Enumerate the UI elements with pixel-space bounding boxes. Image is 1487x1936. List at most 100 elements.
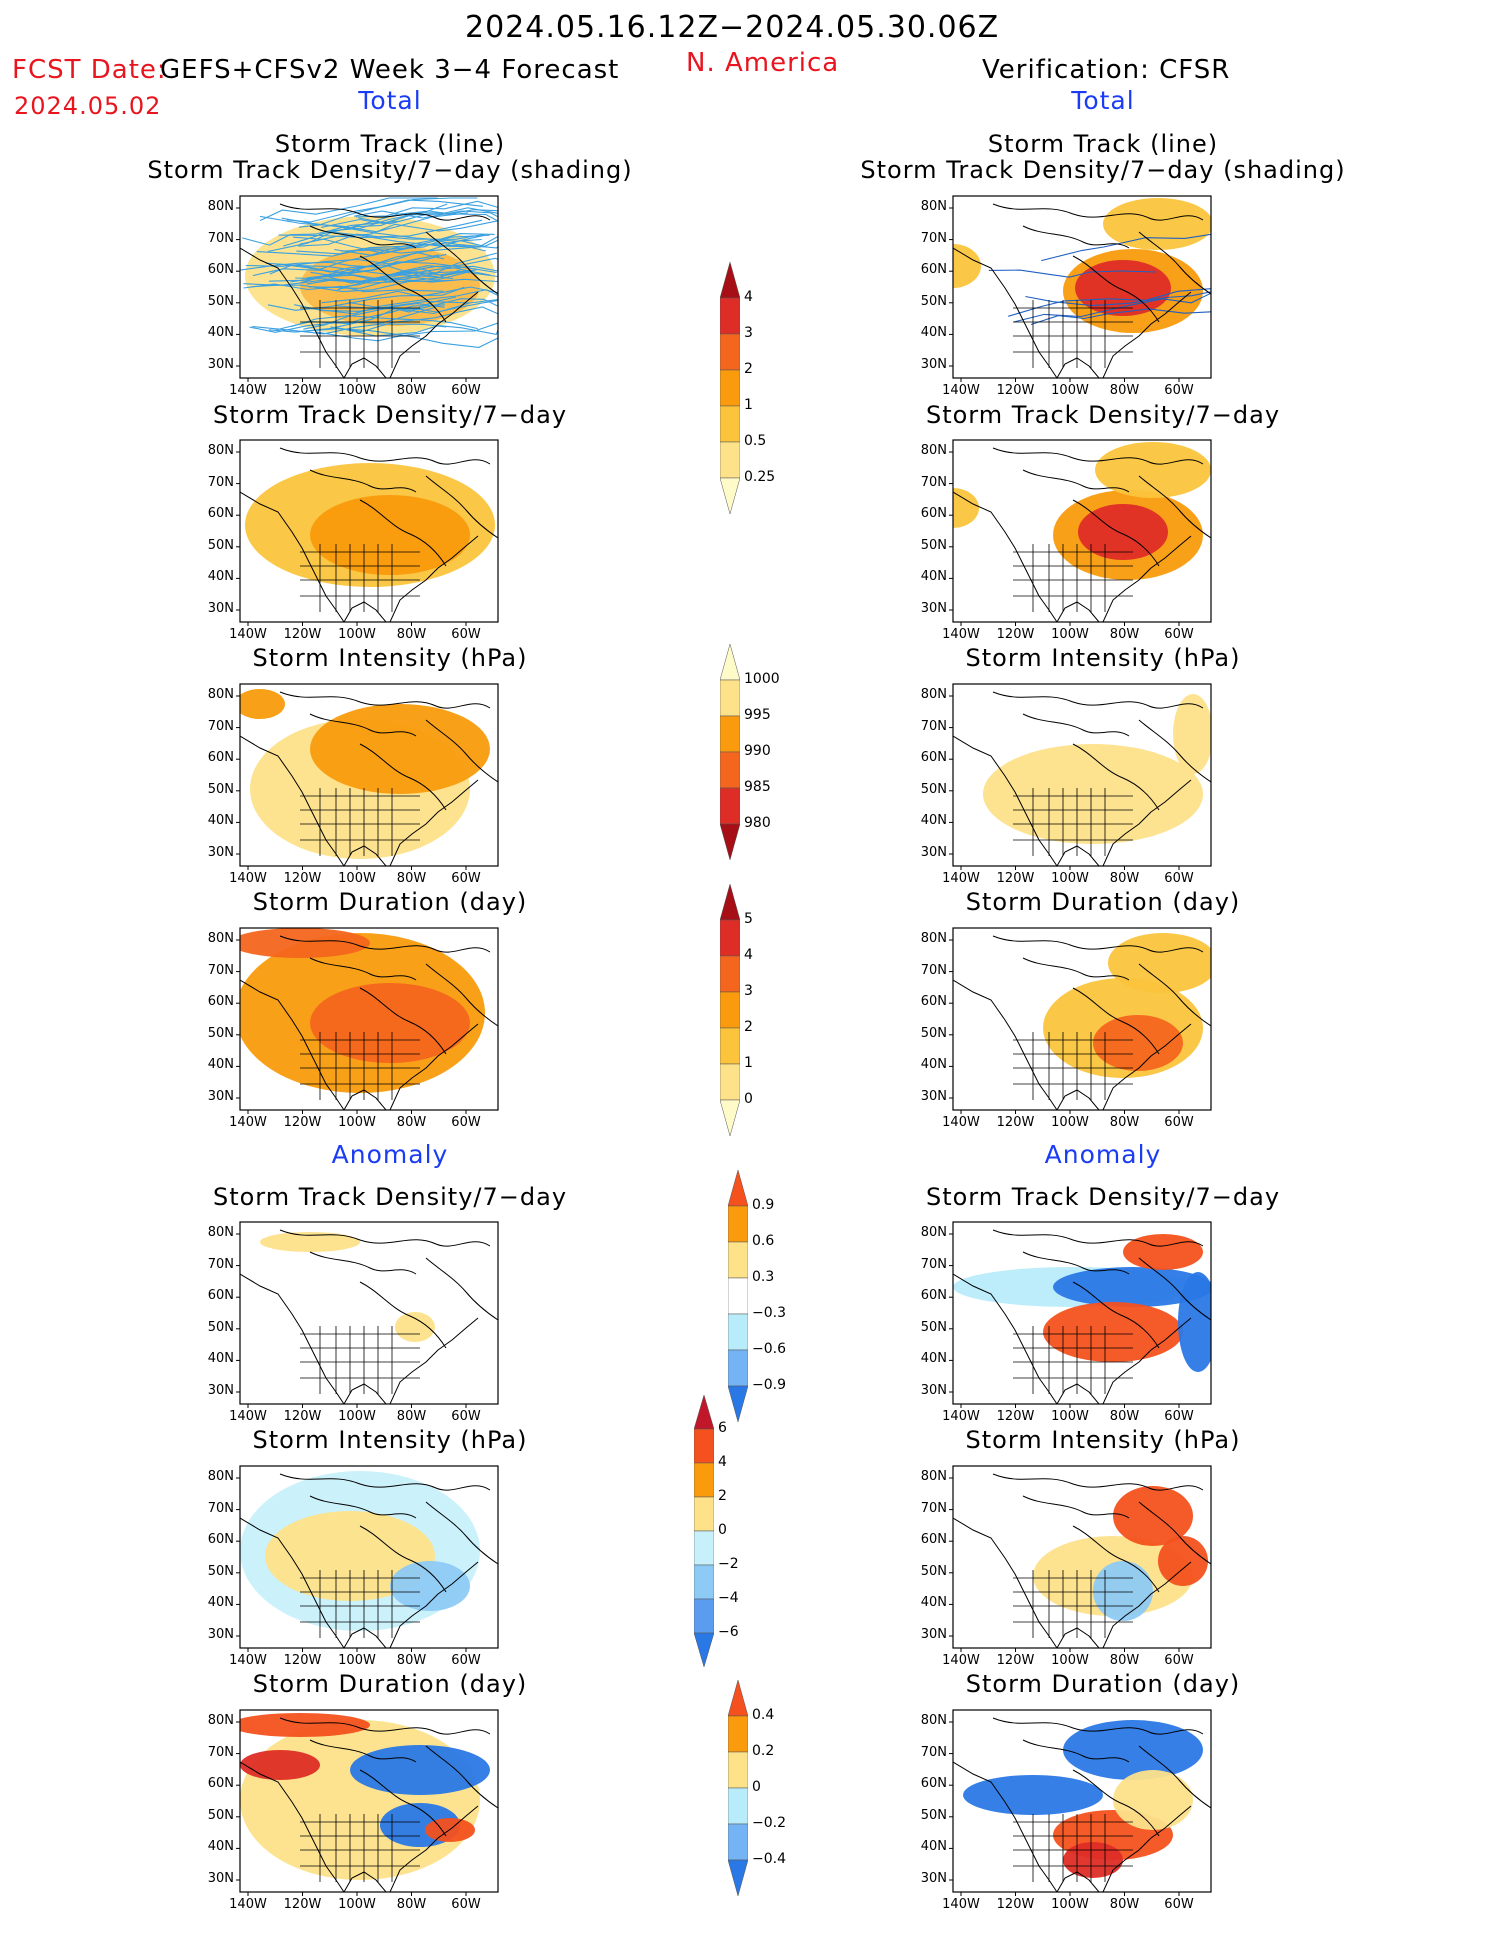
coastline	[1138, 1745, 1211, 1809]
lon-label: 80W	[1109, 383, 1140, 398]
lat-label: 50N	[920, 1807, 947, 1823]
lat-label: 30N	[920, 1383, 947, 1398]
colorbar-swatch	[694, 1530, 714, 1566]
shading-region	[395, 1312, 435, 1342]
lon-label: 140W	[942, 1897, 980, 1912]
lon-label: 100W	[338, 1115, 376, 1130]
colorbar-swatch	[728, 1205, 748, 1243]
colorbar-label: −0.3	[752, 1305, 786, 1321]
colorbar-label: −6	[718, 1624, 739, 1640]
title-track-shading-right: Storm Track Density/7−day (shading)	[860, 156, 1346, 184]
lat-label: 70N	[920, 718, 947, 734]
lon-label: 80W	[396, 1115, 427, 1130]
lon-label: 140W	[229, 383, 267, 398]
lat-label: 30N	[207, 1383, 234, 1398]
map-frame	[952, 439, 1212, 623]
lat-label: 70N	[207, 1256, 234, 1272]
coastline	[279, 203, 491, 221]
coastline	[389, 1805, 479, 1892]
map-frame	[239, 683, 499, 867]
colorbar-label: 4	[744, 289, 753, 305]
coastline	[309, 1495, 417, 1519]
shading-region	[240, 689, 285, 719]
lat-label: 70N	[207, 230, 234, 246]
map-canvas	[949, 683, 1212, 870]
lon-label: 120W	[996, 383, 1035, 398]
colorbar-label: 980	[744, 815, 771, 831]
title-duration-anom-right: Storm Duration (day)	[965, 1670, 1241, 1698]
shading-region	[1093, 1561, 1153, 1621]
lat-label: 30N	[920, 357, 947, 372]
map-canvas	[236, 195, 499, 382]
colorbar-label: 4	[744, 947, 753, 963]
coastline	[359, 1769, 447, 1837]
coastline	[953, 1517, 1058, 1648]
lon-label: 60W	[451, 1409, 481, 1424]
colorbar-label: −0.4	[752, 1851, 786, 1867]
title-intensity-anom-left: Storm Intensity (hPa)	[252, 1426, 528, 1454]
colorbar-label: 0.25	[744, 469, 776, 485]
map-frame	[239, 1465, 499, 1649]
coastline	[309, 1739, 417, 1763]
title-duration-right: Storm Duration (day)	[965, 888, 1241, 916]
title-intensity-right: Storm Intensity (hPa)	[965, 644, 1241, 672]
colorbar-swatch	[694, 1564, 714, 1600]
shading-region	[1113, 1770, 1193, 1830]
lat-label: 40N	[207, 325, 234, 341]
lat-label: 30N	[920, 1089, 947, 1104]
colorbar-swatch	[694, 1395, 714, 1430]
coastline	[240, 979, 345, 1110]
lon-label: 80W	[396, 383, 427, 398]
coastline	[359, 743, 447, 811]
lat-label: 70N	[920, 1256, 947, 1272]
lon-label: 100W	[1051, 627, 1089, 642]
colorbar-swatch	[694, 1632, 714, 1668]
colorbar-swatch	[728, 1787, 748, 1825]
colorbar-swatch	[720, 441, 740, 479]
section-total-right: Total	[1071, 86, 1135, 115]
colorbar-swatch	[720, 884, 740, 921]
lat-label: 80N	[920, 443, 947, 458]
lon-label: 60W	[1164, 1897, 1194, 1912]
lon-label: 100W	[1051, 1897, 1089, 1912]
coastline	[953, 735, 1058, 866]
shading-region	[1178, 1272, 1211, 1372]
lat-label: 40N	[207, 813, 234, 829]
lat-label: 80N	[207, 443, 234, 458]
shading-region	[953, 244, 981, 288]
coastline	[389, 535, 479, 622]
lat-label: 40N	[920, 325, 947, 341]
coastline	[425, 475, 498, 539]
colorbar-swatch	[694, 1462, 714, 1498]
coastline	[1138, 719, 1211, 783]
map-canvas	[236, 683, 499, 870]
lat-label: 30N	[920, 1871, 947, 1886]
lat-label: 50N	[207, 1319, 234, 1335]
map-frame	[952, 1465, 1212, 1649]
coastline	[425, 1257, 498, 1321]
colorbar-label: −0.6	[752, 1341, 786, 1357]
section-anomaly-right: Anomaly	[1044, 1140, 1162, 1169]
coastline	[1102, 779, 1192, 866]
coastline	[309, 469, 417, 493]
lon-label: 60W	[451, 383, 481, 398]
lat-label: 80N	[920, 687, 947, 702]
shading-region	[1108, 933, 1211, 993]
lat-label: 60N	[207, 262, 234, 278]
lat-label: 80N	[207, 931, 234, 946]
coastline	[992, 1229, 1204, 1247]
colorbar-label: −0.9	[752, 1377, 786, 1393]
lat-label: 40N	[207, 1351, 234, 1367]
map-canvas	[236, 927, 499, 1114]
lat-label: 70N	[207, 474, 234, 490]
lat-label: 80N	[920, 1713, 947, 1728]
coastline	[279, 935, 491, 953]
lon-label: 80W	[1109, 627, 1140, 642]
lat-label: 50N	[207, 537, 234, 553]
colorbar-label: 995	[744, 707, 771, 723]
colorbar-swatch	[694, 1598, 714, 1634]
shading-region	[1158, 1536, 1208, 1586]
lon-label: 140W	[942, 1409, 980, 1424]
colorbar-label: 0.4	[752, 1707, 775, 1723]
coastline	[1102, 535, 1192, 622]
